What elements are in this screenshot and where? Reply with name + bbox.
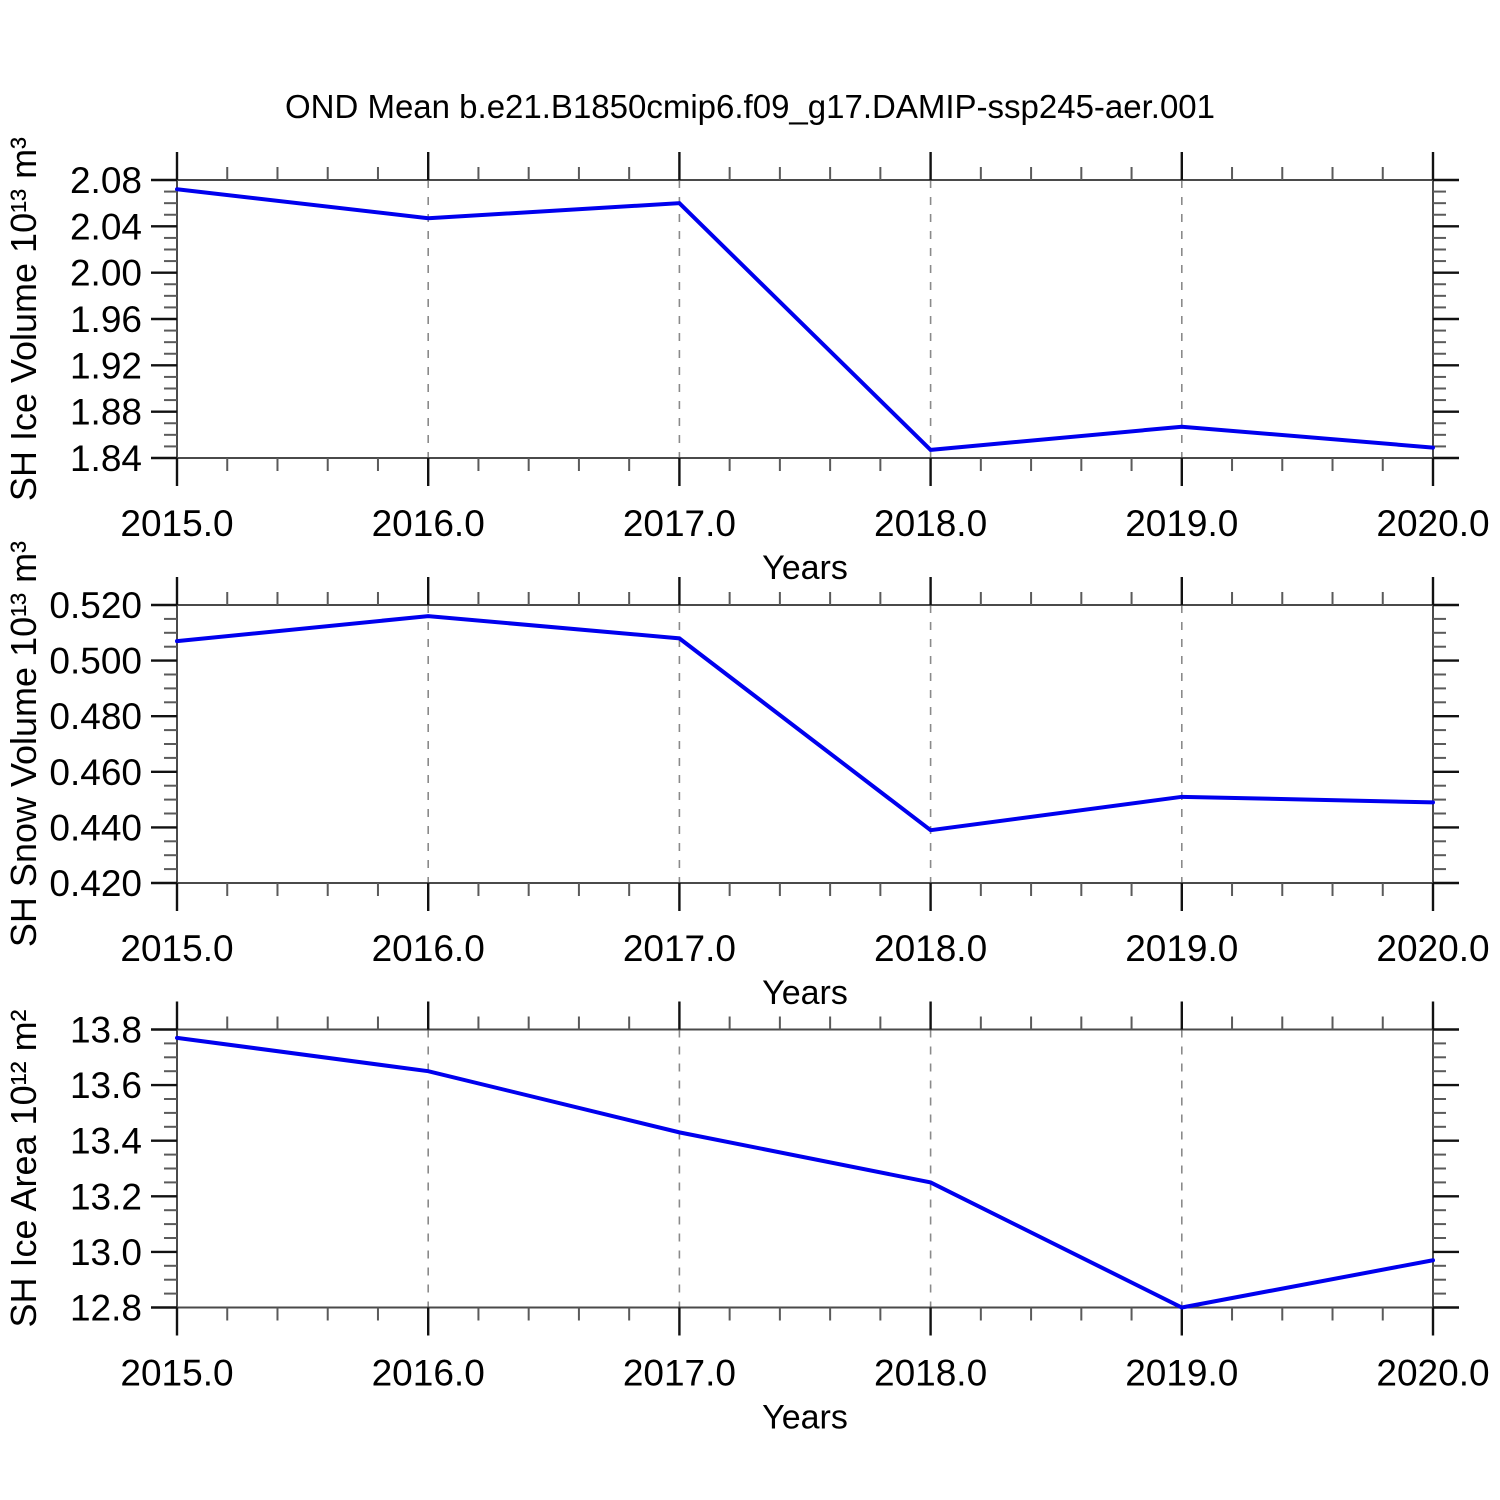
svg-text:2017.0: 2017.0 [623,503,736,544]
x-axis-title-sh-ice-volume: Years [762,549,848,587]
svg-text:2019.0: 2019.0 [1125,1353,1238,1394]
svg-text:13.2: 13.2 [70,1176,142,1217]
svg-text:13.4: 13.4 [70,1121,142,1162]
svg-text:2018.0: 2018.0 [874,503,987,544]
svg-text:13.6: 13.6 [70,1065,142,1106]
svg-text:13.8: 13.8 [70,1010,142,1051]
svg-text:2016.0: 2016.0 [372,928,485,969]
svg-text:0.460: 0.460 [49,752,142,793]
y-axis-title-sh-snow-volume: SH Snow Volume 10¹³ m³ [3,541,44,947]
svg-text:2017.0: 2017.0 [623,928,736,969]
y-axis-title-sh-ice-volume: SH Ice Volume 10¹³ m³ [3,137,44,501]
svg-text:2019.0: 2019.0 [1125,503,1238,544]
svg-text:0.480: 0.480 [49,696,142,737]
svg-text:1.92: 1.92 [70,345,142,386]
x-axis-title-sh-ice-area: Years [762,1399,848,1437]
y-axis-title-sh-ice-area: SH Ice Area 10¹² m² [3,1009,44,1327]
svg-text:2020.0: 2020.0 [1376,928,1489,969]
svg-text:2020.0: 2020.0 [1376,503,1489,544]
svg-text:0.520: 0.520 [49,585,142,626]
svg-text:2.00: 2.00 [70,253,142,294]
x-axis-title-sh-snow-volume: Years [762,974,848,1012]
svg-text:1.96: 1.96 [70,299,142,340]
svg-text:2015.0: 2015.0 [120,503,233,544]
svg-text:2016.0: 2016.0 [372,503,485,544]
svg-text:13.0: 13.0 [70,1232,142,1273]
svg-text:2018.0: 2018.0 [874,1353,987,1394]
svg-text:1.88: 1.88 [70,392,142,433]
svg-text:0.500: 0.500 [49,641,142,682]
svg-text:2.04: 2.04 [70,206,142,247]
svg-text:12.8: 12.8 [70,1288,142,1329]
panel-sh-ice-area: 2015.0 2016.0 2017.0 2018.0 2019.0 2020.0 13.8… [3,1001,1490,1437]
svg-text:2015.0: 2015.0 [120,1353,233,1394]
svg-text:0.440: 0.440 [49,807,142,848]
svg-text:2018.0: 2018.0 [874,928,987,969]
svg-text:0.420: 0.420 [49,863,142,904]
panel-sh-snow-volume: 2015.0 2016.0 2017.0 2018.0 2019.0 2020.0 0.52… [3,541,1490,1012]
svg-text:2017.0: 2017.0 [623,1353,736,1394]
chart-title: OND Mean b.e21.B1850cmip6.f09_g17.DAMIP-… [284,88,1216,125]
svg-text:2015.0: 2015.0 [120,928,233,969]
svg-text:2016.0: 2016.0 [372,1353,485,1394]
svg-text:1.84: 1.84 [70,438,142,479]
svg-text:2020.0: 2020.0 [1376,1353,1489,1394]
panel-sh-ice-volume: 2015.0 2016.0 2017.0 2018.0 2019.0 2020.0 2.08… [3,137,1490,587]
svg-text:2.08: 2.08 [70,160,142,201]
svg-text:2019.0: 2019.0 [1125,928,1238,969]
